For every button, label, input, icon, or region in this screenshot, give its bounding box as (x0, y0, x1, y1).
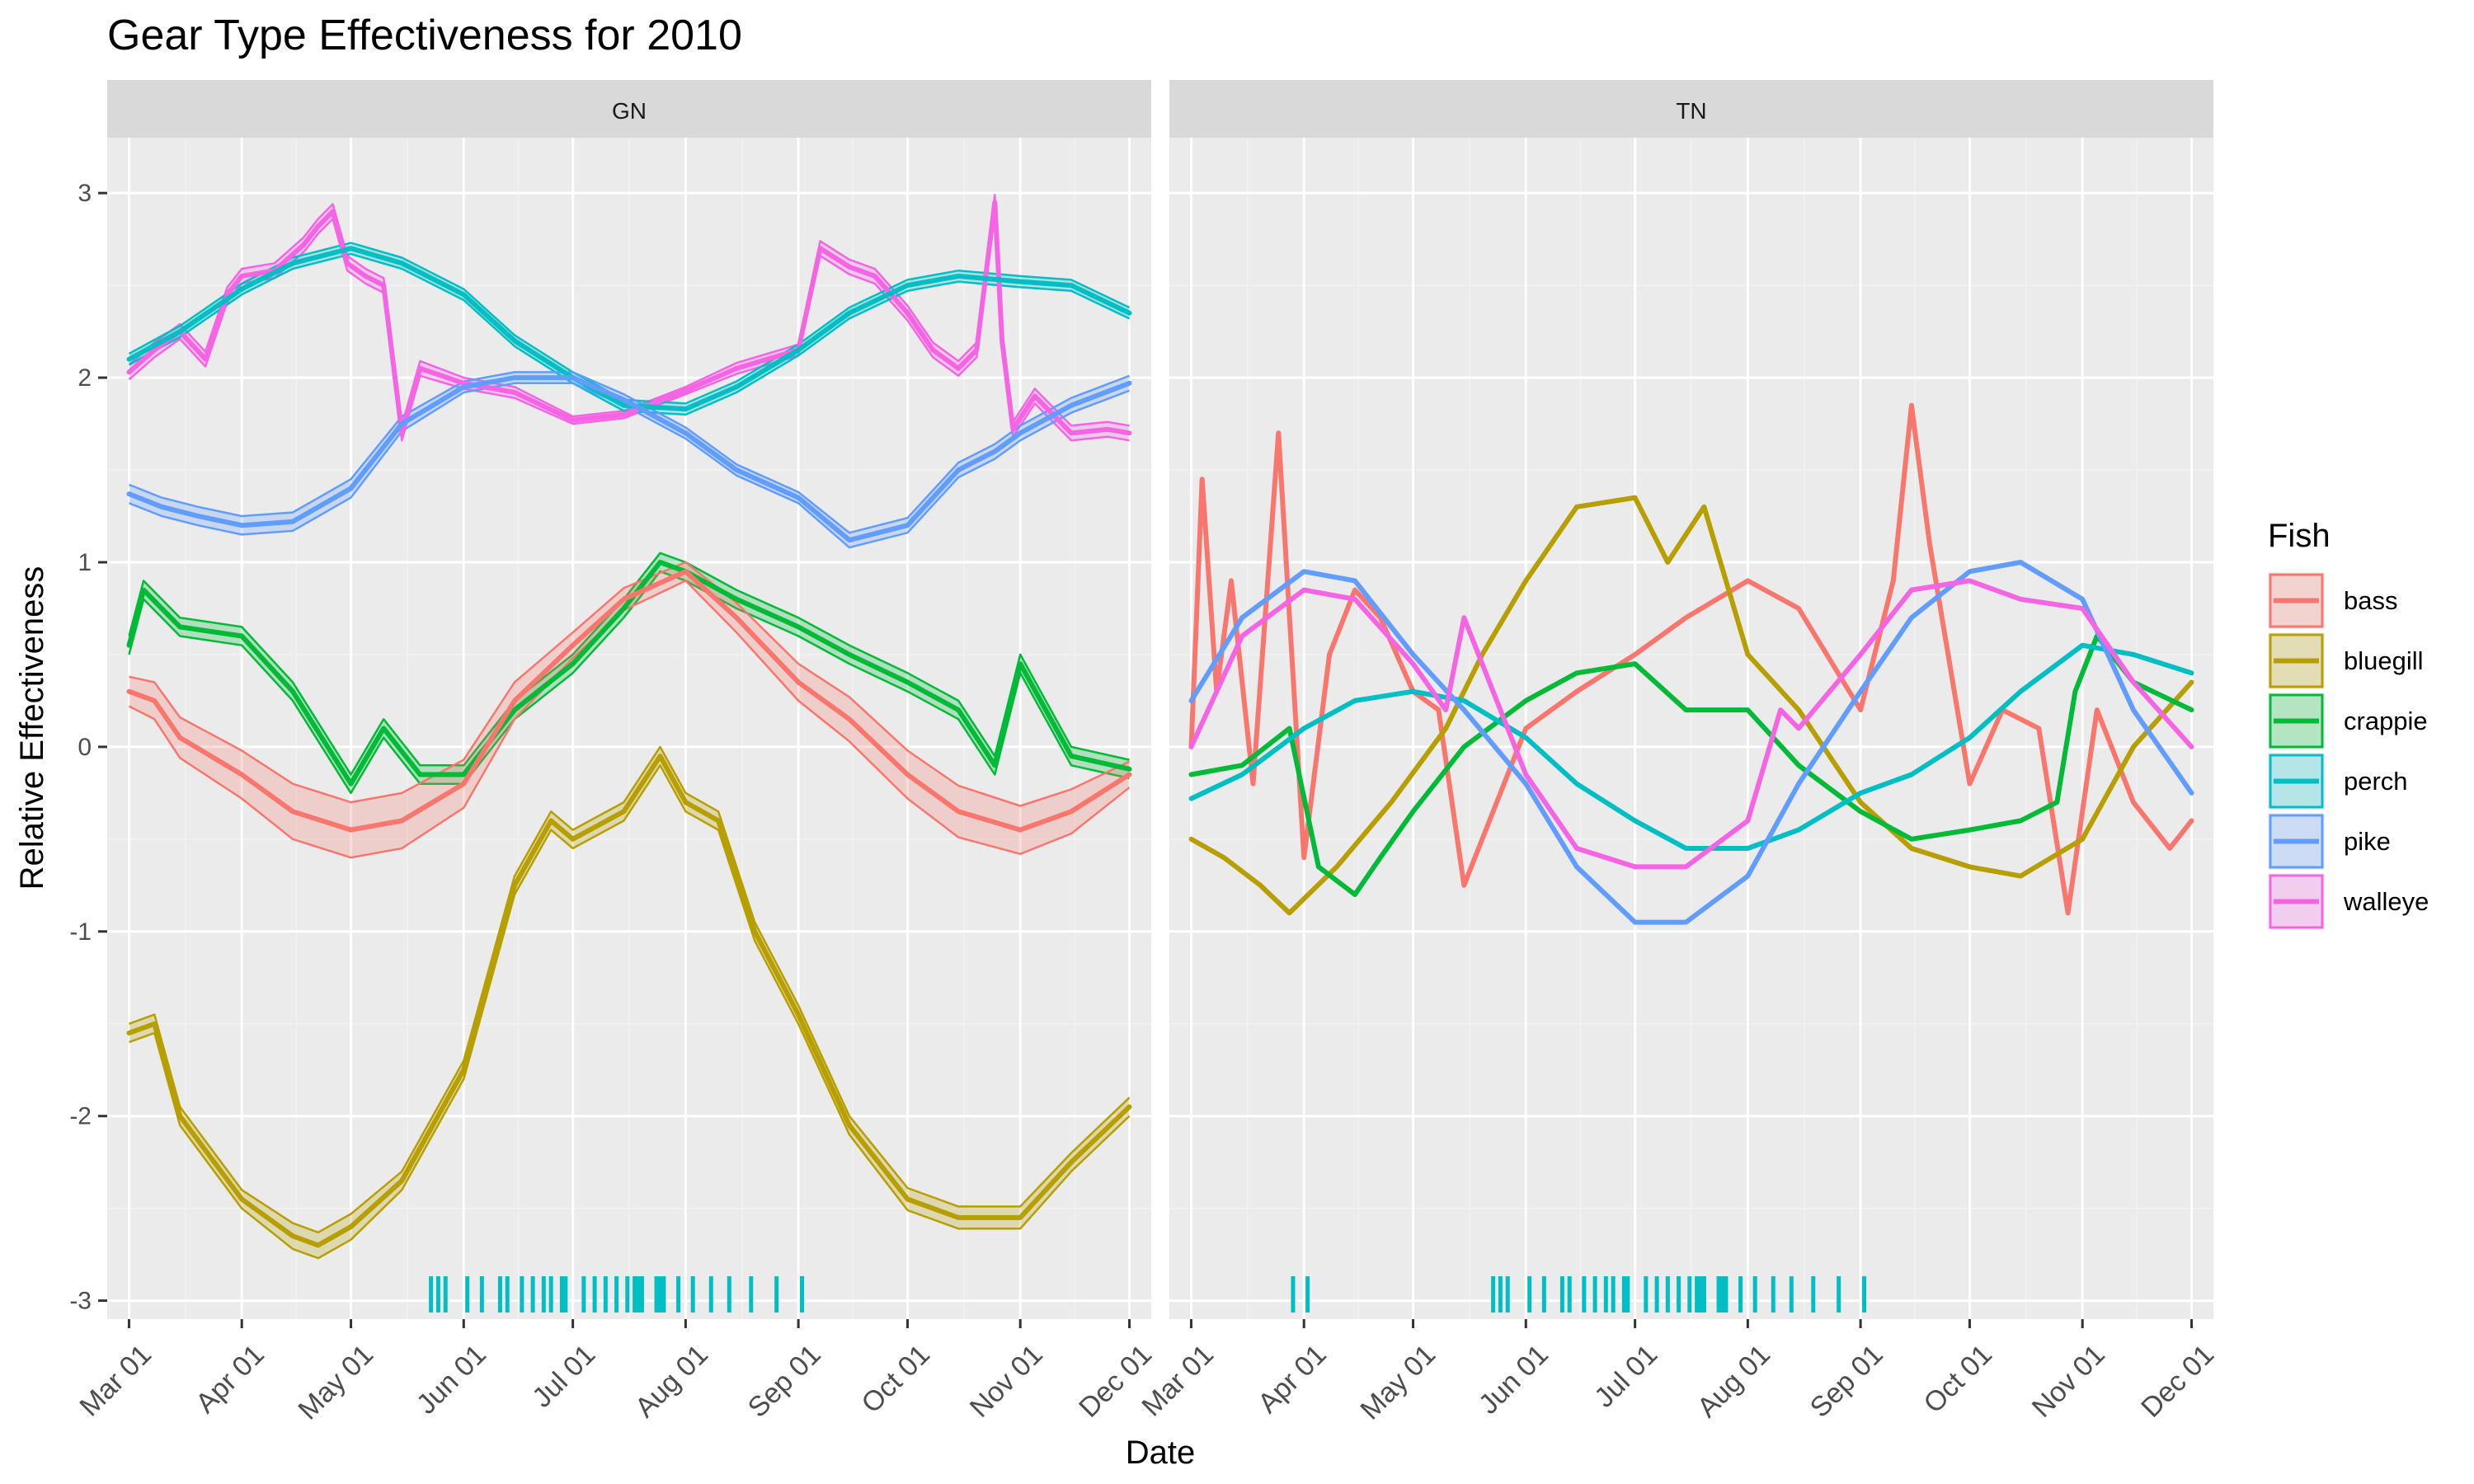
strip-gn-label: GN (612, 98, 647, 124)
x-tick-label: Apr 01 (1252, 1339, 1333, 1420)
panel-gn-grid (107, 138, 1151, 1319)
series-line-gn-crappie (126, 560, 1132, 787)
x-tick-label: May 01 (292, 1339, 379, 1426)
series-line-tn-crappie (1188, 633, 2194, 897)
x-tick-label: Dec 01 (2135, 1339, 2220, 1424)
y-axis-title: Relative Effectiveness (14, 566, 50, 890)
series-line-gn-pike (126, 375, 1132, 543)
legend-label: crappie (2344, 707, 2428, 735)
x-tick-label: Jun 01 (411, 1339, 492, 1421)
band-lower-gn-bluegill (129, 764, 1131, 1260)
panel-gn-series (126, 200, 1132, 1248)
x-tick-label: Mar 01 (1136, 1339, 1220, 1423)
series-line-gn-bass (126, 569, 1132, 833)
band-lower-gn-perch (128, 252, 1131, 416)
series-line-tn-walleye (1188, 578, 2194, 870)
legend-label: bluegill (2344, 646, 2424, 675)
legend-label: perch (2344, 767, 2408, 796)
x-tick-label: Sep 01 (1804, 1339, 1889, 1424)
y-tick-label: 2 (78, 364, 92, 392)
y-tick-label: -1 (69, 918, 92, 946)
legend-item-walleye: walleye (2268, 873, 2429, 930)
y-axis: -3 -2 -1 0 1 2 3 (69, 180, 107, 1315)
chart-title: Gear Type Effectiveness for 2010 (107, 12, 742, 59)
panel-tn-series (1188, 402, 2194, 925)
legend-label: pike (2344, 827, 2391, 856)
legend-label: walleye (2343, 887, 2429, 916)
series-line-tn-bass (1188, 402, 2194, 916)
strip-tn-label: TN (1676, 98, 1706, 124)
y-tick-label: -2 (69, 1103, 92, 1130)
panel-tn-rug (1291, 1276, 1867, 1313)
x-tick-label: Aug 01 (629, 1339, 714, 1424)
x-tick-label: Mar 01 (73, 1339, 158, 1423)
x-tick-label: Nov 01 (964, 1339, 1049, 1424)
y-tick-label: 3 (78, 180, 92, 207)
legend-item-crappie: crappie (2268, 693, 2428, 749)
x-tick-label: Oct 01 (1917, 1339, 1998, 1420)
x-axis-tn: Mar 01 Apr 01 May 01 Jun 01 Jul 01 Aug 01 Sep … (1136, 1319, 2220, 1425)
x-tick-label: Nov 01 (2026, 1339, 2111, 1424)
series-line-tn-bluegill (1188, 495, 2194, 916)
panel-tn-grid (1169, 138, 2213, 1319)
x-tick-label: Jul 01 (526, 1339, 601, 1414)
x-tick-label: Sep 01 (742, 1339, 827, 1424)
y-tick-label: 0 (78, 734, 92, 761)
x-tick-label: Jun 01 (1473, 1339, 1554, 1421)
strip-tn-bg (1169, 80, 2213, 138)
series-line-tn-perch (1188, 642, 2194, 851)
legend-item-pike: pike (2268, 813, 2391, 870)
series-line-tn-pike (1188, 560, 2194, 925)
x-tick-label: Apr 01 (190, 1339, 270, 1420)
y-tick-label: 1 (78, 549, 92, 576)
x-tick-label: Oct 01 (855, 1339, 936, 1420)
x-tick-label: May 01 (1354, 1339, 1442, 1426)
band-upper-gn-bluegill (129, 745, 1131, 1234)
y-tick-label: -3 (69, 1288, 92, 1315)
x-tick-label: Jul 01 (1588, 1339, 1663, 1414)
series-line-gn-walleye (126, 200, 1132, 436)
x-tick-label: Dec 01 (1073, 1339, 1158, 1424)
band-upper-gn-pike (129, 371, 1130, 534)
series-line-gn-perch (126, 246, 1132, 412)
x-axis-gn: Mar 01 Apr 01 May 01 Jun 01 Jul 01 Aug 01 Sep … (73, 1319, 1158, 1425)
legend-label: bass (2344, 586, 2397, 615)
x-tick-label: Aug 01 (1691, 1339, 1776, 1424)
band-lower-gn-crappie (128, 570, 1130, 795)
panel-gn-rug (429, 1276, 805, 1313)
strip-gn-bg (107, 80, 1151, 138)
legend-item-bass: bass (2268, 572, 2397, 629)
legend-item-perch: perch (2268, 753, 2408, 810)
legend-item-bluegill: bluegill (2268, 632, 2424, 689)
legend-title: Fish (2268, 518, 2331, 554)
band-upper-gn-bass (129, 561, 1131, 807)
x-axis-title: Date (1126, 1435, 1196, 1471)
series-line-gn-bluegill (126, 754, 1132, 1248)
legend: bass bluegill crappie perch pike walleye (2268, 572, 2429, 930)
